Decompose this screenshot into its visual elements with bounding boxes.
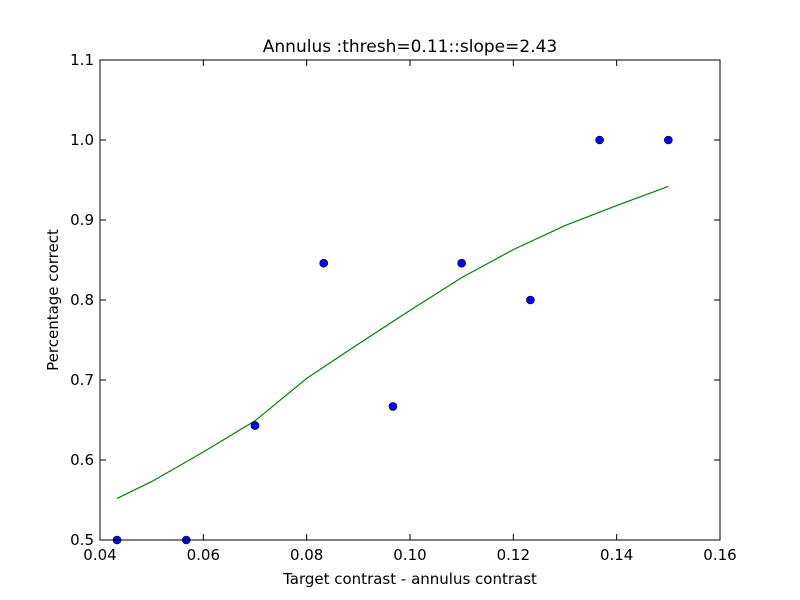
plot-frame xyxy=(99,59,721,541)
fit-curve-group xyxy=(116,185,669,499)
x-tick-label: 0.14 xyxy=(600,546,633,564)
data-points-group xyxy=(112,135,673,545)
x-tick-label: 0.16 xyxy=(703,546,736,564)
y-tick-label: 1.0 xyxy=(70,131,94,149)
data-point xyxy=(526,295,535,305)
y-tick-label: 0.8 xyxy=(70,291,94,309)
y-axis-label: Percentage correct xyxy=(44,229,62,371)
x-tick-label: 0.08 xyxy=(290,546,323,564)
y-tick-label: 1.1 xyxy=(70,51,94,69)
chart-title: Annulus :thresh=0.11::slope=2.43 xyxy=(263,37,557,57)
x-tick-label: 0.12 xyxy=(497,546,530,564)
data-point xyxy=(595,135,604,145)
x-tick-label: 0.04 xyxy=(83,546,116,564)
data-point xyxy=(388,402,398,411)
x-tick-label: 0.10 xyxy=(393,546,426,564)
y-tick-label: 0.6 xyxy=(70,451,94,469)
plot-area xyxy=(100,60,720,540)
x-axis-label: Target contrast - annulus contrast xyxy=(282,570,537,588)
y-tick-label: 0.9 xyxy=(70,211,94,229)
y-tick-label: 0.5 xyxy=(70,531,94,549)
fit-curve xyxy=(116,185,669,499)
data-point xyxy=(664,135,673,145)
data-point xyxy=(457,258,466,268)
data-point xyxy=(319,258,329,268)
axis-tick-labels: 0.04 0.06 0.08 0.10 0.12 0.14 0.16 0.5 0.6 0.7 0.8… xyxy=(70,51,737,564)
data-point xyxy=(250,421,260,430)
x-tick-label: 0.06 xyxy=(187,546,220,564)
y-tick-label: 0.7 xyxy=(70,371,94,389)
